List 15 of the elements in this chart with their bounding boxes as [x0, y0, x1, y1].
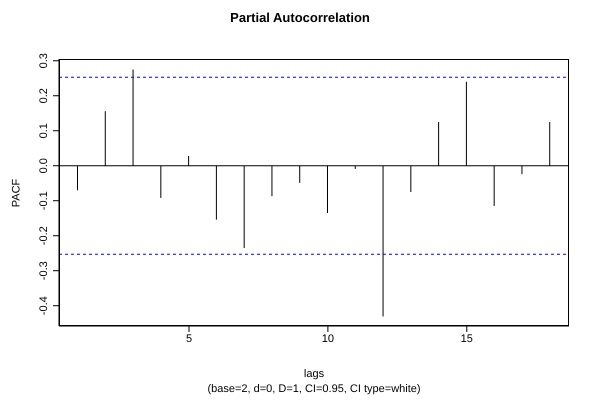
y-tick-label: 0.3	[38, 53, 50, 68]
y-tick-label: 0.0	[38, 158, 50, 174]
y-tick-label: 0.2	[38, 88, 50, 104]
y-tick-label: -0.4	[38, 296, 50, 316]
y-axis-title: PACF	[10, 178, 22, 207]
x-tick-label: 15	[460, 332, 473, 345]
y-tick-label: -0.3	[38, 261, 50, 280]
x-tick-label: 5	[186, 332, 192, 345]
y-tick-label: 0.1	[38, 123, 50, 138]
x-tick-label: 10	[322, 332, 334, 345]
x-axis-title: lags	[302, 368, 326, 380]
text: (base=2, d=0, D=1, CI=0.95, CI type=white)	[206, 383, 422, 395]
y-tick-label: -0.2	[38, 226, 50, 246]
y-tick-label: -0.1	[38, 191, 50, 210]
chart-title: Partial Autocorrelation	[229, 10, 371, 25]
